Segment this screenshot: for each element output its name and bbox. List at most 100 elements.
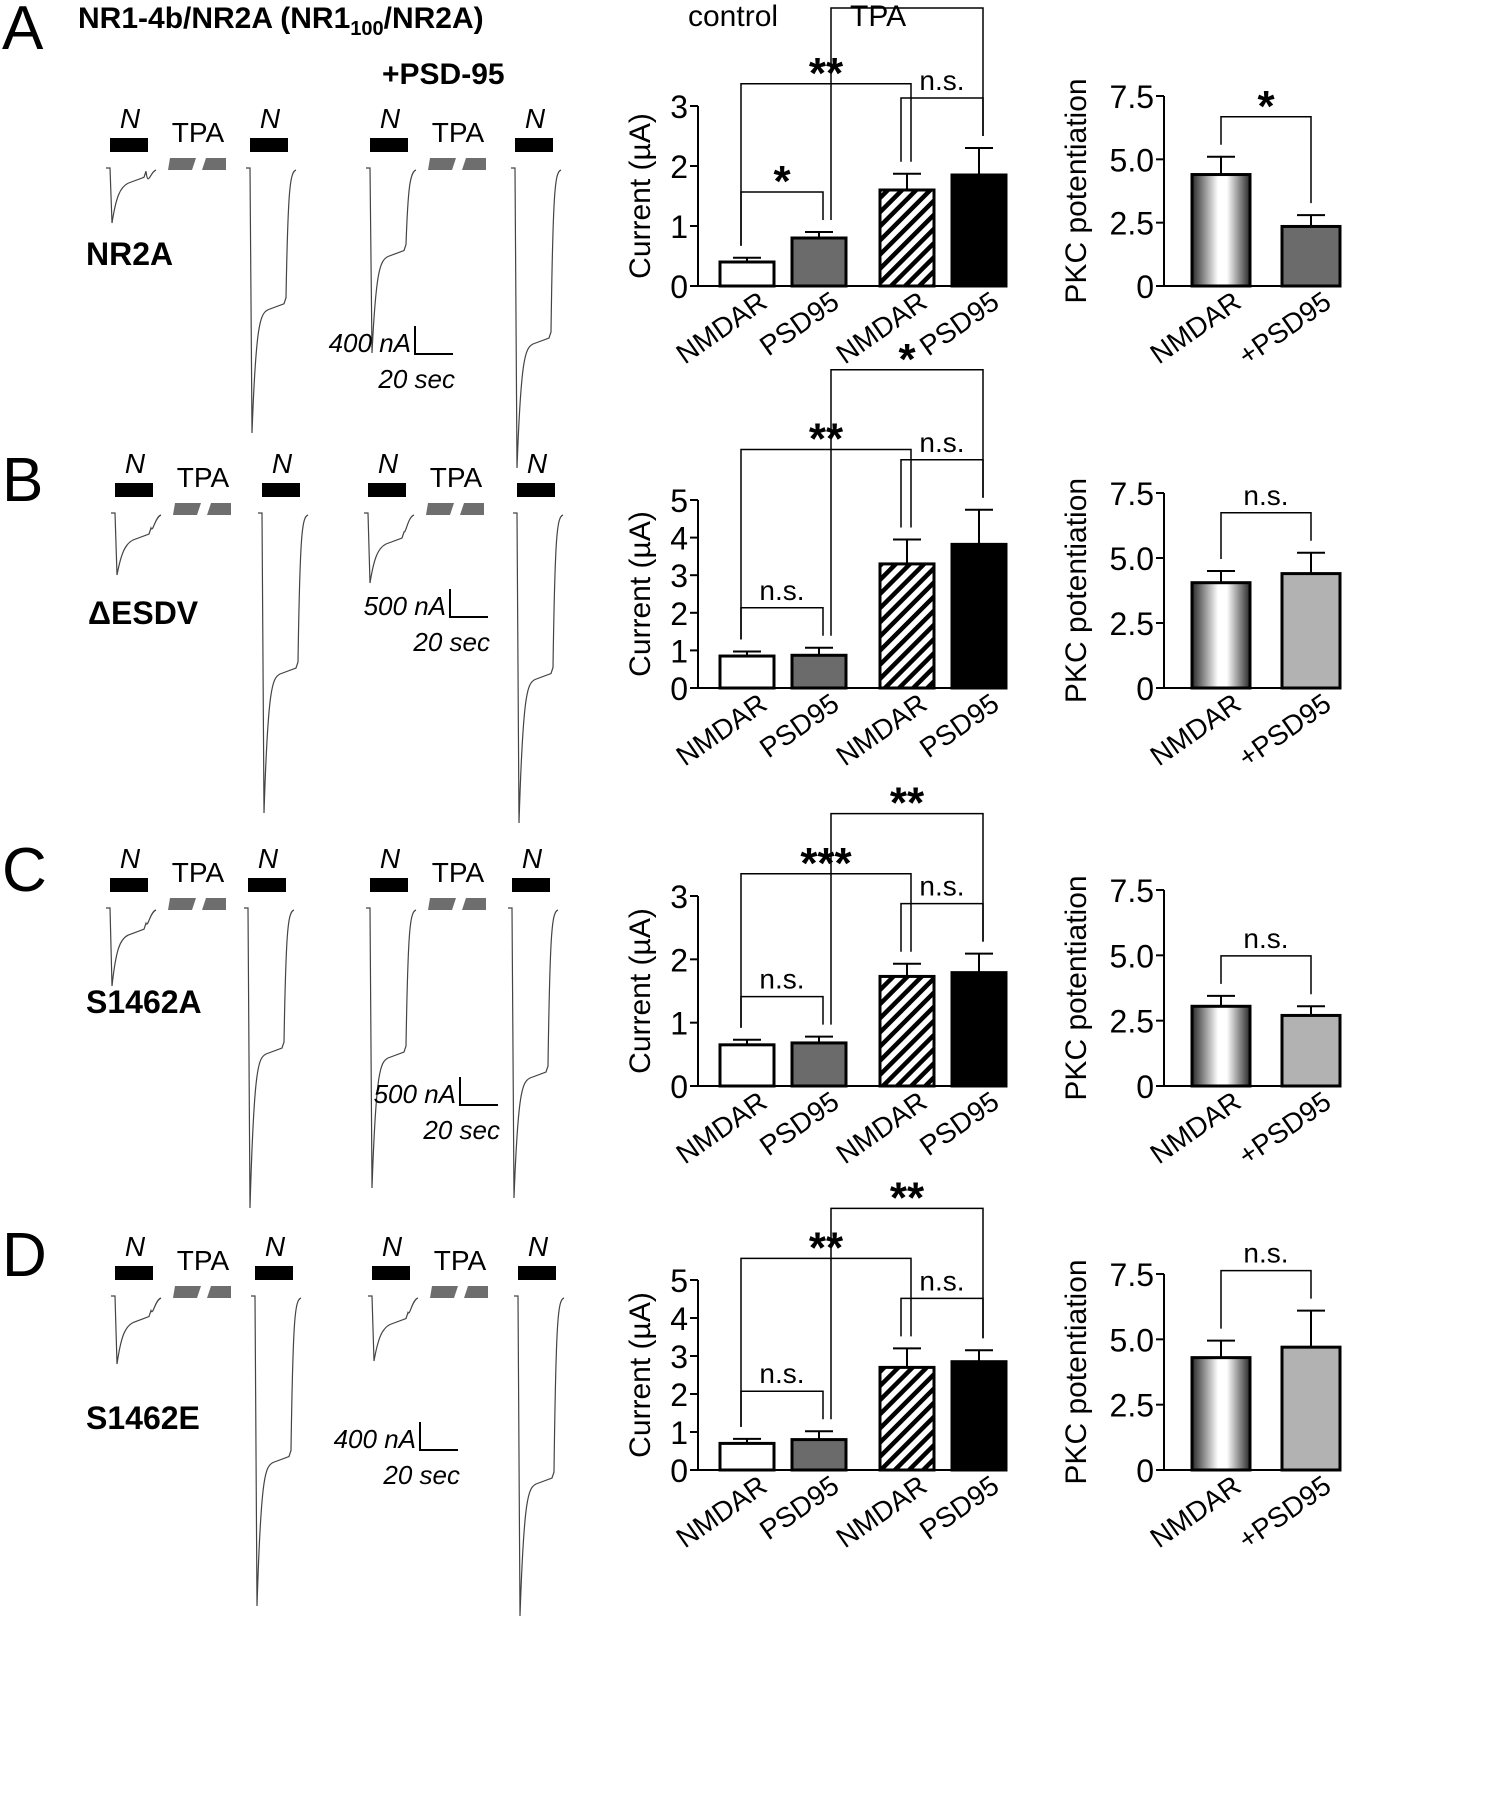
y-tick-label: 7.5 — [1110, 476, 1154, 512]
significance-label: n.s. — [759, 575, 804, 606]
trace-row-b: N N N N TPA TPA 500 nA 20 sec — [111, 448, 564, 824]
x-category-label: +PSD95 — [1233, 688, 1337, 774]
y-tick-label: 5.0 — [1110, 541, 1154, 577]
tpa-label: TPA — [177, 1245, 230, 1276]
y-tick-label: 0 — [1136, 671, 1154, 707]
current-trace — [368, 1295, 419, 1362]
agonist-label: N — [125, 1231, 146, 1262]
bar — [1190, 581, 1252, 690]
agonist-label: N — [272, 448, 293, 479]
y-tick-label: 4 — [670, 521, 688, 557]
significance-bracket — [740, 607, 824, 640]
y-tick-label: 0 — [670, 1069, 688, 1105]
y-tick-label: 7.5 — [1110, 79, 1154, 115]
bar — [950, 173, 1008, 288]
current-trace — [366, 907, 417, 1189]
tpa-application-bar — [426, 503, 454, 515]
x-category-label: PSD95 — [914, 286, 1004, 362]
bar — [790, 1438, 848, 1472]
tpa-label: TPA — [172, 857, 225, 888]
significance-label: ** — [809, 49, 844, 98]
current-trace — [511, 167, 562, 469]
tpa-label: TPA — [432, 857, 485, 888]
agonist-application-bar — [368, 483, 406, 497]
significance-bracket — [830, 369, 984, 636]
y-tick-label: 5 — [670, 483, 688, 519]
scale-time-label: 20 sec — [377, 364, 455, 394]
x-category-label: PSD95 — [914, 688, 1004, 764]
agonist-label: N — [382, 1231, 403, 1262]
y-axis-label: Current (µA) — [624, 908, 657, 1074]
tpa-application-bar — [428, 158, 456, 170]
x-category-label: +PSD95 — [1233, 286, 1337, 372]
y-axis-label: PKC potentiation — [1060, 875, 1093, 1100]
tpa-application-bar — [173, 503, 201, 515]
x-category-label: NMDAR — [1145, 286, 1247, 370]
scale-time-label: 20 sec — [412, 627, 490, 657]
x-category-label: PSD95 — [754, 286, 844, 362]
current-trace — [364, 512, 415, 584]
y-tick-label: 1 — [670, 1006, 688, 1042]
bar — [1280, 1013, 1342, 1088]
y-tick-label: 4 — [670, 1301, 688, 1337]
significance-label: n.s. — [919, 1265, 964, 1296]
y-axis-label: Current (µA) — [624, 511, 657, 677]
bar — [718, 654, 776, 690]
y-tick-label: 5 — [670, 1263, 688, 1299]
significance-bracket — [900, 902, 984, 952]
bar — [1190, 173, 1252, 288]
significance-label: n.s. — [759, 964, 804, 995]
agonist-label: N — [380, 843, 401, 874]
significance-label: *** — [800, 839, 852, 888]
construct-label-a: NR2A — [86, 236, 174, 272]
agonist-application-bar — [372, 1266, 410, 1280]
bar — [1280, 224, 1342, 288]
tpa-label: TPA — [177, 462, 230, 493]
bar — [790, 653, 848, 690]
scale-time-label: 20 sec — [422, 1115, 500, 1145]
tpa-application-bar — [202, 158, 226, 170]
current-traces: N N N N TPA TPA 400 nA 20 sec N N N N TPA TPA 500 nA 20… — [106, 103, 565, 1617]
y-tick-label: 0 — [1136, 1453, 1154, 1489]
agonist-application-bar — [255, 1266, 293, 1280]
agonist-application-bar — [262, 483, 300, 497]
title-main: NR1-4b/NR2A (NR1 — [78, 2, 351, 35]
x-category-label: +PSD95 — [1233, 1470, 1337, 1556]
figure-title: NR1-4b/NR2A (NR1100/NR2A) — [78, 2, 484, 41]
significance-label: n.s. — [759, 1358, 804, 1389]
y-tick-label: 7.5 — [1110, 1257, 1154, 1293]
agonist-application-bar — [517, 483, 555, 497]
scale-bar — [459, 1077, 498, 1106]
significance-bracket — [740, 995, 824, 1028]
current-trace — [513, 512, 564, 824]
bar — [1190, 1004, 1252, 1088]
panel-letter-c: C — [2, 836, 47, 905]
title-end: /NR2A) — [383, 2, 484, 35]
pkc-chart-b: 0 2.5 5.0 7.5 PKC potentiation NMDAR+PSD95 n.s… — [1060, 476, 1342, 774]
agonist-label: N — [380, 103, 401, 134]
bar — [1280, 1345, 1342, 1472]
significance-label: n.s. — [919, 871, 964, 902]
significance-bracket — [900, 97, 984, 162]
significance-bracket — [900, 459, 984, 528]
agonist-label: N — [525, 103, 546, 134]
agonist-label: N — [260, 103, 281, 134]
current-trace — [258, 512, 309, 814]
agonist-application-bar — [370, 878, 408, 892]
scale-bar — [414, 326, 453, 355]
x-category-label: +PSD95 — [1233, 1086, 1337, 1172]
significance-bracket — [740, 873, 912, 1028]
tpa-application-bar — [168, 898, 196, 910]
construct-label-d: S1462E — [86, 1400, 200, 1436]
x-category-label: PSD95 — [754, 1470, 844, 1546]
y-tick-label: 3 — [670, 879, 688, 915]
x-category-label: NMDAR — [831, 1470, 933, 1554]
bar — [878, 562, 936, 690]
scale-current-label: 400 nA — [334, 1424, 416, 1454]
panel-letter-d: D — [2, 1221, 47, 1290]
tpa-application-bar — [462, 158, 486, 170]
